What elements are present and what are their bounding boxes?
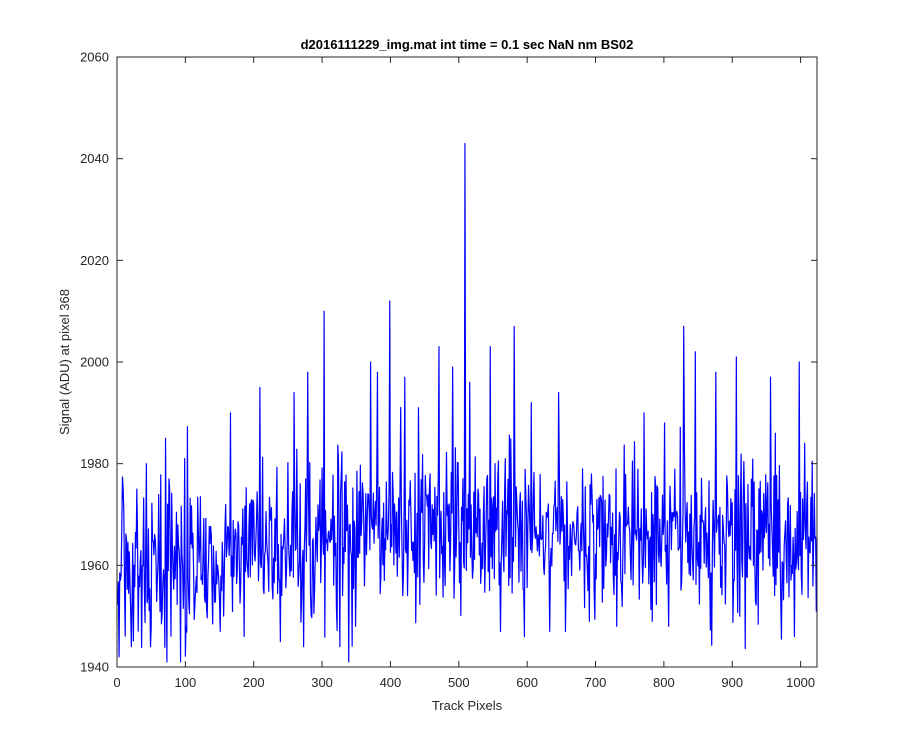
y-tick-label: 1960: [80, 558, 109, 573]
x-tick-label: 100: [175, 675, 197, 690]
x-axis-ticks: 0 100 200 300 400 500 600 700 800 900 1000: [113, 57, 815, 690]
y-tick-label: 1940: [80, 660, 109, 675]
y-tick-label: 2060: [80, 50, 109, 65]
x-tick-label: 400: [380, 675, 402, 690]
chart-title: d2016111229_img.mat int time = 0.1 sec N…: [301, 37, 634, 52]
x-tick-label: 900: [721, 675, 743, 690]
x-tick-label: 600: [516, 675, 538, 690]
x-tick-label: 1000: [786, 675, 815, 690]
x-tick-label: 800: [653, 675, 675, 690]
y-axis-label: Signal (ADU) at pixel 368: [57, 289, 72, 435]
x-tick-label: 700: [585, 675, 607, 690]
x-tick-label: 0: [113, 675, 120, 690]
x-tick-label: 200: [243, 675, 265, 690]
x-axis-label: Track Pixels: [432, 698, 503, 713]
y-axis-ticks: 1940 1960 1980 2000 2020 2040 2060: [80, 50, 817, 675]
y-tick-label: 2000: [80, 355, 109, 370]
x-tick-label: 300: [311, 675, 333, 690]
series-group: [117, 142, 818, 663]
y-tick-label: 2040: [80, 151, 109, 166]
x-tick-label: 500: [448, 675, 470, 690]
y-tick-label: 1980: [80, 456, 109, 471]
y-tick-label: 2020: [80, 253, 109, 268]
series-line: [117, 142, 818, 663]
